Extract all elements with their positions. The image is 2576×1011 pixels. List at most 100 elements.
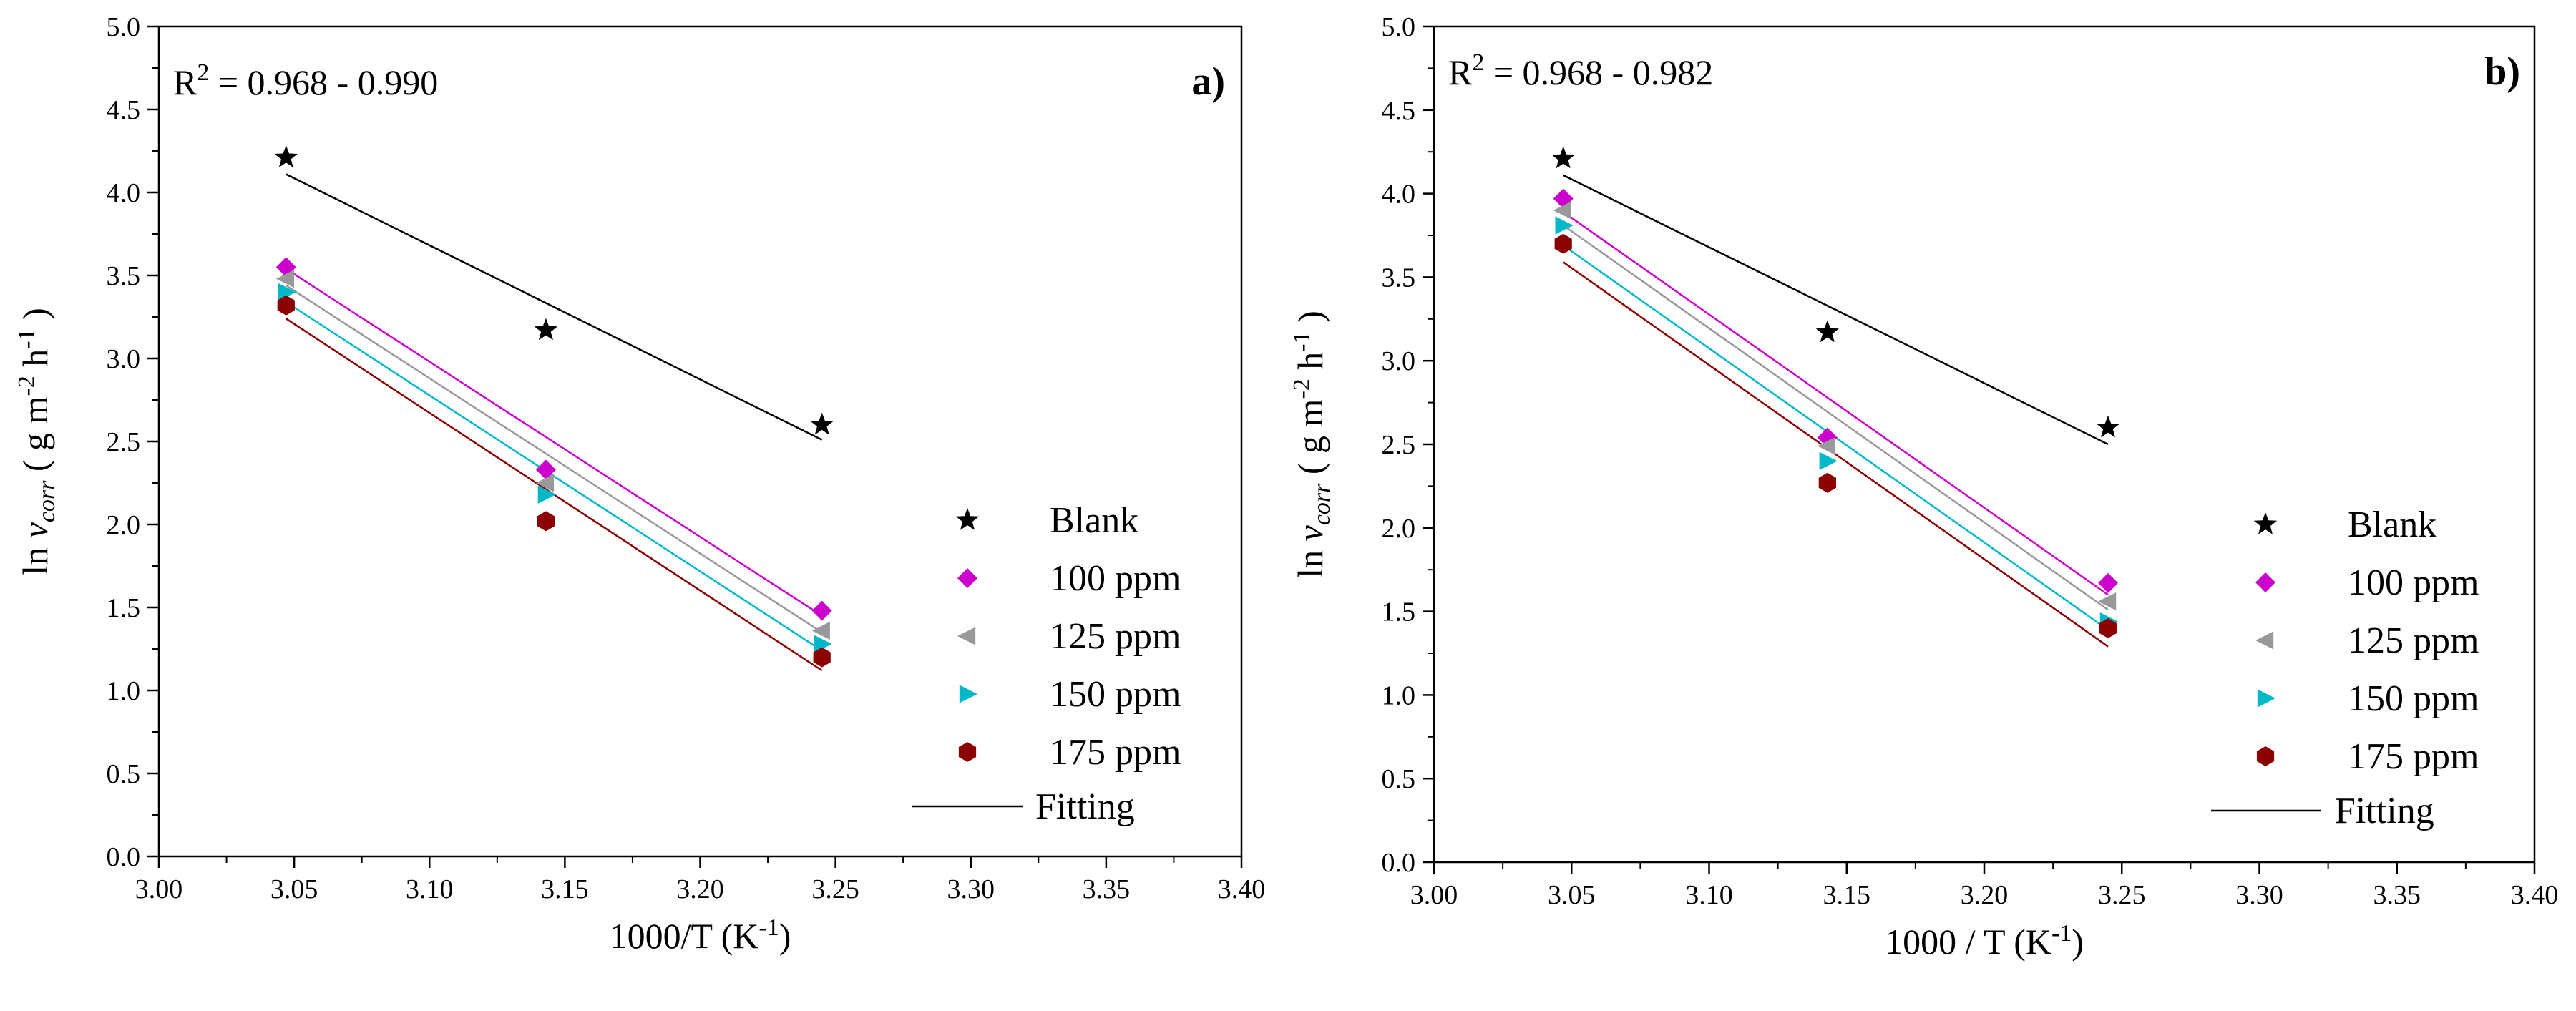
fit-line-blank	[286, 173, 823, 441]
x-tick-label: 3.05	[270, 874, 318, 904]
legend-label: Fitting	[1035, 786, 1135, 827]
series-100-ppm	[275, 257, 832, 621]
y-axis-label: ln vcorr ( g m-2 h-1 )	[1289, 311, 1335, 578]
legend-label: 125 ppm	[2348, 620, 2479, 661]
r-squared-annotation: R2 = 0.968 - 0.982	[1448, 49, 1713, 92]
x-tick-label: 3.30	[2235, 880, 2283, 910]
y-tick-label: 3.0	[107, 344, 141, 374]
series-blank	[274, 145, 834, 435]
y-tick-label: 2.0	[1382, 514, 1416, 544]
legend-label: 150 ppm	[2348, 678, 2479, 719]
legend: Blank 100 ppm 125 ppm 150 ppm 175 ppm Fitting	[2211, 504, 2479, 831]
legend-marker	[955, 508, 980, 530]
chart-panel-b: 3.00 3.05 3.10 3.15 3.20 3.25 3.30 3.35 3.40 1000…	[1289, 12, 2558, 962]
fit-line-100-ppm	[1562, 211, 2109, 596]
y-axis-label: ln vcorr ( g m-2 h-1 )	[14, 308, 60, 575]
legend-label: 175 ppm	[1050, 732, 1181, 773]
y-tick-label: 0.0	[107, 842, 141, 872]
y-tick-label: 3.0	[1382, 346, 1416, 376]
series-125-ppm	[275, 270, 830, 640]
x-tick-label: 3.10	[406, 874, 454, 904]
legend-label: Blank	[2348, 504, 2436, 545]
y-tick-label: 4.5	[1382, 96, 1416, 126]
y-tick-label: 3.5	[1382, 263, 1416, 293]
data-point	[275, 270, 294, 288]
data-point	[811, 600, 832, 621]
data-point	[1553, 201, 1571, 220]
y-tick-label: 2.0	[107, 510, 141, 540]
legend-label: Fitting	[2335, 791, 2434, 831]
y-tick-label: 0.5	[1382, 764, 1416, 794]
x-tick-label: 3.00	[1410, 880, 1458, 910]
legend-label: Blank	[1050, 500, 1138, 541]
data-point	[274, 145, 298, 167]
x-tick-label: 3.25	[2098, 880, 2146, 910]
legend: Blank 100 ppm 125 ppm 150 ppm 175 ppm Fitting	[912, 500, 1181, 827]
data-point	[813, 647, 831, 668]
fit-line-100-ppm	[286, 268, 823, 617]
data-point	[1554, 233, 1572, 254]
legend-marker	[2255, 631, 2274, 650]
x-tick-label: 3.40	[1218, 874, 1266, 904]
x-tick-label: 3.20	[1961, 880, 2009, 910]
y-tick-label: 4.0	[107, 178, 141, 208]
x-axis: 3.00 3.05 3.10 3.15 3.20 3.25 3.30 3.35 3.40	[1410, 862, 2559, 910]
x-tick-label: 3.30	[947, 874, 995, 904]
data-point	[537, 511, 555, 532]
x-tick-label: 3.40	[2511, 880, 2559, 910]
y-tick-label: 3.5	[107, 261, 141, 291]
x-tick-label: 3.15	[1823, 880, 1871, 910]
data-point	[2098, 572, 2119, 593]
data-point	[1815, 320, 1839, 343]
series-150-ppm	[278, 283, 832, 653]
data-point	[1555, 216, 1574, 235]
data-point	[277, 295, 295, 316]
x-axis: 3.00 3.05 3.10 3.15 3.20 3.25 3.30 3.35 3.40	[135, 856, 1266, 904]
y-tick-label: 2.5	[107, 427, 141, 457]
x-tick-label: 3.35	[2373, 880, 2421, 910]
data-point	[537, 485, 556, 504]
legend-marker	[957, 627, 976, 645]
fit-line-150-ppm	[286, 301, 823, 652]
y-tick-label: 4.5	[107, 95, 141, 125]
legend-marker	[2256, 746, 2275, 766]
x-axis-label: 1000/T (K-1)	[610, 914, 791, 956]
panel-label: b)	[2484, 49, 2520, 94]
y-tick-label: 5.0	[107, 12, 141, 42]
fit-line-175-ppm	[1562, 261, 2109, 648]
y-tick-label: 2.5	[1382, 430, 1416, 460]
legend-label: 125 ppm	[1050, 616, 1181, 657]
fit-line-125-ppm	[286, 284, 823, 633]
legend-marker	[2253, 512, 2278, 534]
data-point	[535, 459, 556, 480]
y-axis: 0.0 0.5 1.0 1.5 2.0 2.5 3.0 3.5 4.0 4.5 5.0	[1382, 12, 1434, 878]
x-tick-label: 3.05	[1548, 880, 1596, 910]
x-tick-label: 3.35	[1083, 874, 1131, 904]
fit-line-blank	[1563, 174, 2109, 446]
legend-label: 100 ppm	[1050, 558, 1181, 599]
y-tick-label: 5.0	[1382, 12, 1416, 42]
y-tick-label: 0.0	[1382, 848, 1416, 878]
data-point	[535, 474, 555, 492]
r-squared-annotation: R2 = 0.968 - 0.990	[173, 59, 438, 102]
data-point	[534, 318, 558, 341]
data-point	[1817, 436, 1836, 455]
data-point	[1818, 472, 1836, 493]
data-point	[810, 412, 834, 435]
x-tick-label: 3.15	[541, 874, 589, 904]
y-tick-label: 1.0	[1382, 680, 1416, 710]
series-100-ppm	[1553, 188, 2119, 593]
data-point	[2096, 415, 2120, 438]
legend-marker	[2257, 689, 2275, 708]
legend-label: 100 ppm	[2348, 562, 2479, 603]
data-point	[2098, 592, 2117, 611]
legend-label: 150 ppm	[1050, 674, 1181, 715]
data-point	[811, 621, 830, 640]
y-tick-label: 0.5	[107, 759, 141, 789]
x-axis-label: 1000 / T (K-1)	[1885, 920, 2084, 962]
y-tick-label: 4.0	[1382, 180, 1416, 210]
legend-marker	[958, 742, 977, 762]
fit-line-125-ppm	[1562, 224, 2109, 611]
series-175-ppm	[1554, 233, 2117, 638]
